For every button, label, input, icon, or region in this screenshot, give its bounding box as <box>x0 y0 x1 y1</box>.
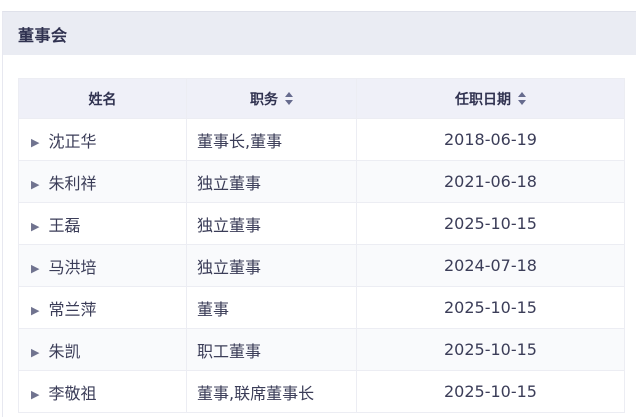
appointment-date-cell: 2024-07-18 <box>356 244 625 287</box>
expand-row-icon[interactable]: ▶ <box>31 135 40 149</box>
column-label-position: 职务 <box>250 91 278 108</box>
expand-row-icon[interactable]: ▶ <box>31 261 40 275</box>
appointment-date-cell: 2021-06-18 <box>356 160 625 203</box>
table-body: ▶ 沈正华 董事长,董事 2018-06-19 ▶ 朱利祥 独立董事 2021-06… <box>18 118 625 413</box>
position-cell: 独立董事 <box>186 244 357 287</box>
header-row: 姓名 职务 任职日期 <box>18 78 625 119</box>
column-header-position[interactable]: 职务 <box>186 78 357 119</box>
table-row[interactable]: ▶ 常兰萍 董事 2025-10-15 <box>18 286 625 329</box>
expand-row-icon[interactable]: ▶ <box>31 345 40 359</box>
sort-desc-icon <box>285 100 293 105</box>
table-row[interactable]: ▶ 朱凯 职工董事 2025-10-15 <box>18 328 625 371</box>
column-header-date[interactable]: 任职日期 <box>356 78 625 119</box>
name-cell: ▶ 马洪培 <box>18 244 187 287</box>
panel-title: 董事会 <box>18 25 68 45</box>
table-row[interactable]: ▶ 王磊 独立董事 2025-10-15 <box>18 202 625 245</box>
table-header: 姓名 职务 任职日期 <box>18 78 625 119</box>
board-of-directors-panel: 董事会 姓名 职务 <box>2 11 636 417</box>
appointment-date-cell: 2025-10-15 <box>356 202 625 245</box>
director-name: 李敬祖 <box>48 383 97 403</box>
table-row[interactable]: ▶ 马洪培 独立董事 2024-07-18 <box>18 244 625 287</box>
position-cell: 董事,联席董事长 <box>186 370 357 413</box>
appointment-date-cell: 2025-10-15 <box>356 370 625 413</box>
sort-asc-icon <box>518 92 526 97</box>
table-row[interactable]: ▶ 朱利祥 独立董事 2021-06-18 <box>18 160 625 203</box>
directors-table: 姓名 职务 任职日期 <box>18 78 625 413</box>
expand-row-icon[interactable]: ▶ <box>31 177 40 191</box>
expand-row-icon[interactable]: ▶ <box>31 387 40 401</box>
column-label-date: 任职日期 <box>455 91 511 108</box>
name-cell: ▶ 朱利祥 <box>18 160 187 203</box>
sort-icon[interactable] <box>285 92 293 105</box>
name-cell: ▶ 朱凯 <box>18 328 187 371</box>
expand-row-icon[interactable]: ▶ <box>31 303 40 317</box>
column-label-name: 姓名 <box>88 91 117 108</box>
director-name: 朱凯 <box>48 341 81 361</box>
director-name: 沈正华 <box>48 131 97 151</box>
name-cell: ▶ 王磊 <box>18 202 187 245</box>
sort-asc-icon <box>285 92 293 97</box>
panel-header: 董事会 <box>3 12 636 55</box>
appointment-date-cell: 2018-06-19 <box>356 118 625 161</box>
name-cell: ▶ 常兰萍 <box>18 286 187 329</box>
table-row[interactable]: ▶ 李敬祖 董事,联席董事长 2025-10-15 <box>18 370 625 413</box>
sort-desc-icon <box>518 100 526 105</box>
panel-body: 姓名 职务 任职日期 <box>3 55 636 413</box>
name-cell: ▶ 沈正华 <box>18 118 187 161</box>
appointment-date-cell: 2025-10-15 <box>356 328 625 371</box>
position-cell: 董事 <box>186 286 357 329</box>
sort-icon[interactable] <box>518 92 526 105</box>
expand-row-icon[interactable]: ▶ <box>31 219 40 233</box>
position-cell: 职工董事 <box>186 328 357 371</box>
position-cell: 独立董事 <box>186 202 357 245</box>
director-name: 常兰萍 <box>48 299 97 319</box>
position-cell: 独立董事 <box>186 160 357 203</box>
table-row[interactable]: ▶ 沈正华 董事长,董事 2018-06-19 <box>18 118 625 161</box>
director-name: 马洪培 <box>48 257 97 277</box>
column-header-name: 姓名 <box>18 78 187 119</box>
appointment-date-cell: 2025-10-15 <box>356 286 625 329</box>
position-cell: 董事长,董事 <box>186 118 357 161</box>
name-cell: ▶ 李敬祖 <box>18 370 187 413</box>
director-name: 朱利祥 <box>48 173 97 193</box>
director-name: 王磊 <box>48 215 81 235</box>
